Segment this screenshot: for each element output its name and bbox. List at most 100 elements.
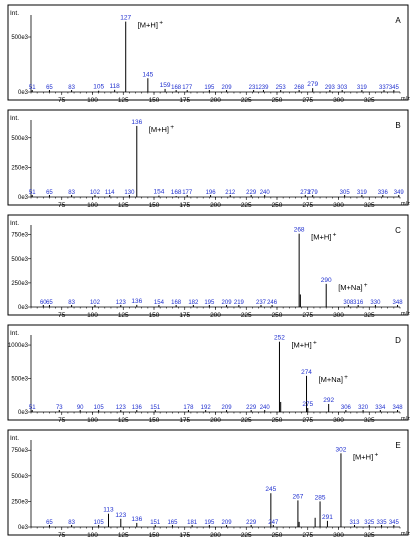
- panel-frame-C: [7, 214, 409, 316]
- baseline-peak-label: 51: [29, 190, 36, 196]
- y-tick-label: 0e3: [18, 525, 29, 531]
- baseline-peak-label: 229: [246, 405, 257, 411]
- peak-label: 292: [323, 397, 334, 404]
- x-tick-label: 125: [118, 532, 129, 539]
- baseline-peak-label: 303: [337, 85, 348, 91]
- baseline-peak-label: 279: [308, 190, 319, 196]
- y-axis-title: Int.: [10, 435, 19, 442]
- x-tick-label: 200: [210, 417, 221, 424]
- x-tick-label: 325: [364, 97, 375, 104]
- x-tick-label: 125: [118, 97, 129, 104]
- peak-label: 267: [292, 493, 303, 500]
- peak-label: 127: [120, 15, 131, 22]
- x-tick-label: 225: [241, 417, 252, 424]
- y-tick-label: 0e3: [18, 410, 29, 416]
- x-tick-label: 250: [272, 202, 283, 209]
- peak-label: 136: [131, 298, 142, 305]
- baseline-peak-label: 130: [124, 190, 135, 196]
- x-unit-label: m/z: [401, 201, 410, 207]
- x-tick-label: 150: [149, 202, 160, 209]
- baseline-peak-label: 319: [357, 85, 368, 91]
- baseline-peak-label: 246: [267, 300, 278, 306]
- peak-label: 136: [131, 119, 142, 126]
- y-tick-label: 0e3: [18, 195, 29, 201]
- baseline-peak-label: 123: [116, 300, 127, 306]
- baseline-peak-label: 65: [46, 190, 53, 196]
- ion-annotation-text: [M+H]: [353, 452, 373, 461]
- baseline-peak-label: 182: [188, 300, 199, 306]
- peak-label: 275: [302, 401, 313, 408]
- y-axis-title: Int.: [10, 10, 19, 17]
- baseline-peak-label: 196: [206, 190, 217, 196]
- x-tick-label: 200: [210, 97, 221, 104]
- x-tick-label: 325: [364, 312, 375, 319]
- peak-label: 268: [294, 227, 305, 234]
- y-tick-label: 500e3: [11, 136, 28, 142]
- baseline-peak-label: 154: [154, 300, 165, 306]
- baseline-peak-label: 229: [246, 520, 257, 526]
- baseline-peak-label: 273: [300, 190, 311, 196]
- y-axis-title: Int.: [10, 330, 19, 337]
- baseline-peak-label: 102: [90, 300, 101, 306]
- baseline-peak-label: 51: [29, 85, 36, 91]
- baseline-peak-label: 102: [90, 190, 101, 196]
- baseline-peak-label: 240: [260, 405, 271, 411]
- x-tick-label: 225: [241, 97, 252, 104]
- x-tick-label: 175: [179, 417, 190, 424]
- x-tick-label: 325: [364, 417, 375, 424]
- baseline-peak-label: 337: [379, 85, 390, 91]
- peak-label: 118: [109, 83, 120, 90]
- baseline-peak-label: 168: [171, 300, 182, 306]
- x-tick-label: 325: [364, 532, 375, 539]
- baseline-peak-label: 349: [394, 190, 405, 196]
- peak-label: 245: [265, 486, 276, 493]
- peak-label: 136: [131, 516, 142, 523]
- x-tick-label: 275: [302, 97, 313, 104]
- y-tick-label: 500e3: [11, 35, 28, 41]
- x-tick-label: 75: [58, 97, 66, 104]
- y-tick-label: 500e3: [11, 474, 28, 480]
- x-tick-label: 250: [272, 532, 283, 539]
- panel-label: C: [395, 226, 401, 235]
- x-tick-label: 100: [87, 532, 98, 539]
- x-tick-label: 275: [302, 202, 313, 209]
- x-tick-label: 125: [118, 312, 129, 319]
- baseline-peak-label: 90: [77, 405, 84, 411]
- x-tick-label: 150: [149, 532, 160, 539]
- baseline-peak-label: 348: [393, 405, 404, 411]
- baseline-peak-label: 319: [357, 190, 368, 196]
- y-tick-label: 0e3: [18, 90, 29, 96]
- baseline-peak-label: 105: [94, 520, 105, 526]
- x-tick-label: 300: [333, 202, 344, 209]
- x-tick-label: 100: [87, 312, 98, 319]
- ion-annotation: [M+H] +: [311, 232, 337, 242]
- baseline-peak-label: 334: [375, 405, 386, 411]
- x-tick-label: 300: [333, 532, 344, 539]
- baseline-peak-label: 177: [182, 85, 193, 91]
- baseline-peak-label: 192: [201, 405, 212, 411]
- panel-frame-A: [7, 4, 409, 101]
- x-tick-label: 250: [272, 312, 283, 319]
- ion-annotation-sup: +: [170, 124, 174, 131]
- ion-annotation-text: [M+H]: [138, 21, 158, 30]
- y-tick-label: 250e3: [11, 281, 28, 287]
- ion-annotation: [M+H] +: [291, 340, 317, 350]
- x-tick-label: 200: [210, 202, 221, 209]
- baseline-peak-label: 60: [40, 300, 47, 306]
- x-tick-label: 175: [179, 312, 190, 319]
- x-tick-label: 75: [58, 202, 66, 209]
- x-tick-label: 175: [179, 532, 190, 539]
- x-tick-label: 225: [241, 532, 252, 539]
- y-tick-label: 500e3: [11, 377, 28, 383]
- peak-label: 290: [321, 277, 332, 284]
- baseline-peak-label: 73: [56, 405, 63, 411]
- baseline-peak-label: 330: [370, 300, 381, 306]
- ion-annotation-text: [M+Na]: [319, 375, 343, 384]
- ion-annotation: [M+Na] +: [338, 282, 368, 292]
- panel-label: A: [395, 16, 401, 25]
- baseline-peak-label: 345: [389, 520, 400, 526]
- baseline-peak-label: 195: [204, 300, 215, 306]
- x-tick-label: 125: [118, 202, 129, 209]
- baseline-peak-label: 165: [167, 520, 178, 526]
- x-tick-label: 275: [302, 312, 313, 319]
